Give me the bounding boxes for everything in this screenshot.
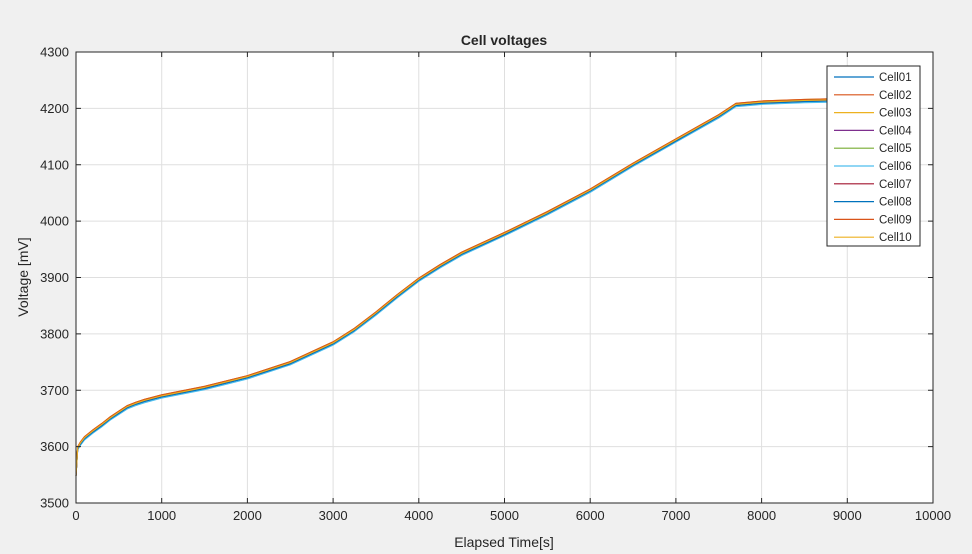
x-tick-label: 9000: [833, 508, 862, 523]
legend-entry: Cell01: [879, 72, 912, 84]
series-lines: [75, 98, 831, 476]
y-tick-label: 4200: [40, 101, 69, 116]
legend-entry: Cell06: [879, 161, 912, 173]
y-tick-label: 3500: [40, 496, 69, 511]
x-tick-label: 2000: [233, 508, 262, 523]
x-tick-label: 1000: [147, 508, 176, 523]
axis-ticks: 0 1000 2000 3000 4000 5000 6000 7000 8000 9000 100…: [40, 45, 951, 524]
legend: Cell01 Cell02 Cell03 Cell04 Cell05 Cell06 Cell…: [826, 65, 921, 247]
series-line-cell08: [75, 100, 831, 476]
legend-entry: Cell09: [879, 214, 912, 226]
x-tick-label: 3000: [319, 508, 348, 523]
y-tick-label: 3800: [40, 326, 69, 341]
x-tick-label: 5000: [490, 508, 519, 523]
x-tick-label: 7000: [661, 508, 690, 523]
legend-entry: Cell08: [879, 197, 912, 209]
series-line-cell10: [75, 99, 831, 476]
legend-entry: Cell05: [879, 143, 912, 155]
legend-entry: Cell10: [879, 232, 912, 244]
y-tick-label: 4100: [40, 157, 69, 172]
x-tick-label: 6000: [576, 508, 605, 523]
chart-title: Cell voltages: [461, 32, 548, 48]
y-tick-label: 3600: [40, 439, 69, 454]
series-line-cell06: [75, 101, 831, 476]
x-axis-label: Elapsed Time[s]: [454, 534, 554, 550]
legend-entry: Cell03: [879, 108, 912, 120]
y-tick-label: 4300: [40, 45, 69, 60]
x-tick-label: 0: [72, 508, 79, 523]
y-tick-label: 3900: [40, 270, 69, 285]
legend-entry: Cell07: [879, 179, 912, 191]
legend-entry: Cell02: [879, 90, 912, 102]
y-axis-label: Voltage [mV]: [15, 237, 31, 316]
x-tick-label: 4000: [404, 508, 433, 523]
x-tick-label: 10000: [915, 508, 951, 523]
y-tick-label: 4000: [40, 214, 69, 229]
legend-entry: Cell04: [879, 125, 912, 137]
legend-box: [826, 65, 921, 247]
y-tick-label: 3700: [40, 383, 69, 398]
x-tick-label: 8000: [747, 508, 776, 523]
series-line-cell09: [75, 98, 831, 476]
